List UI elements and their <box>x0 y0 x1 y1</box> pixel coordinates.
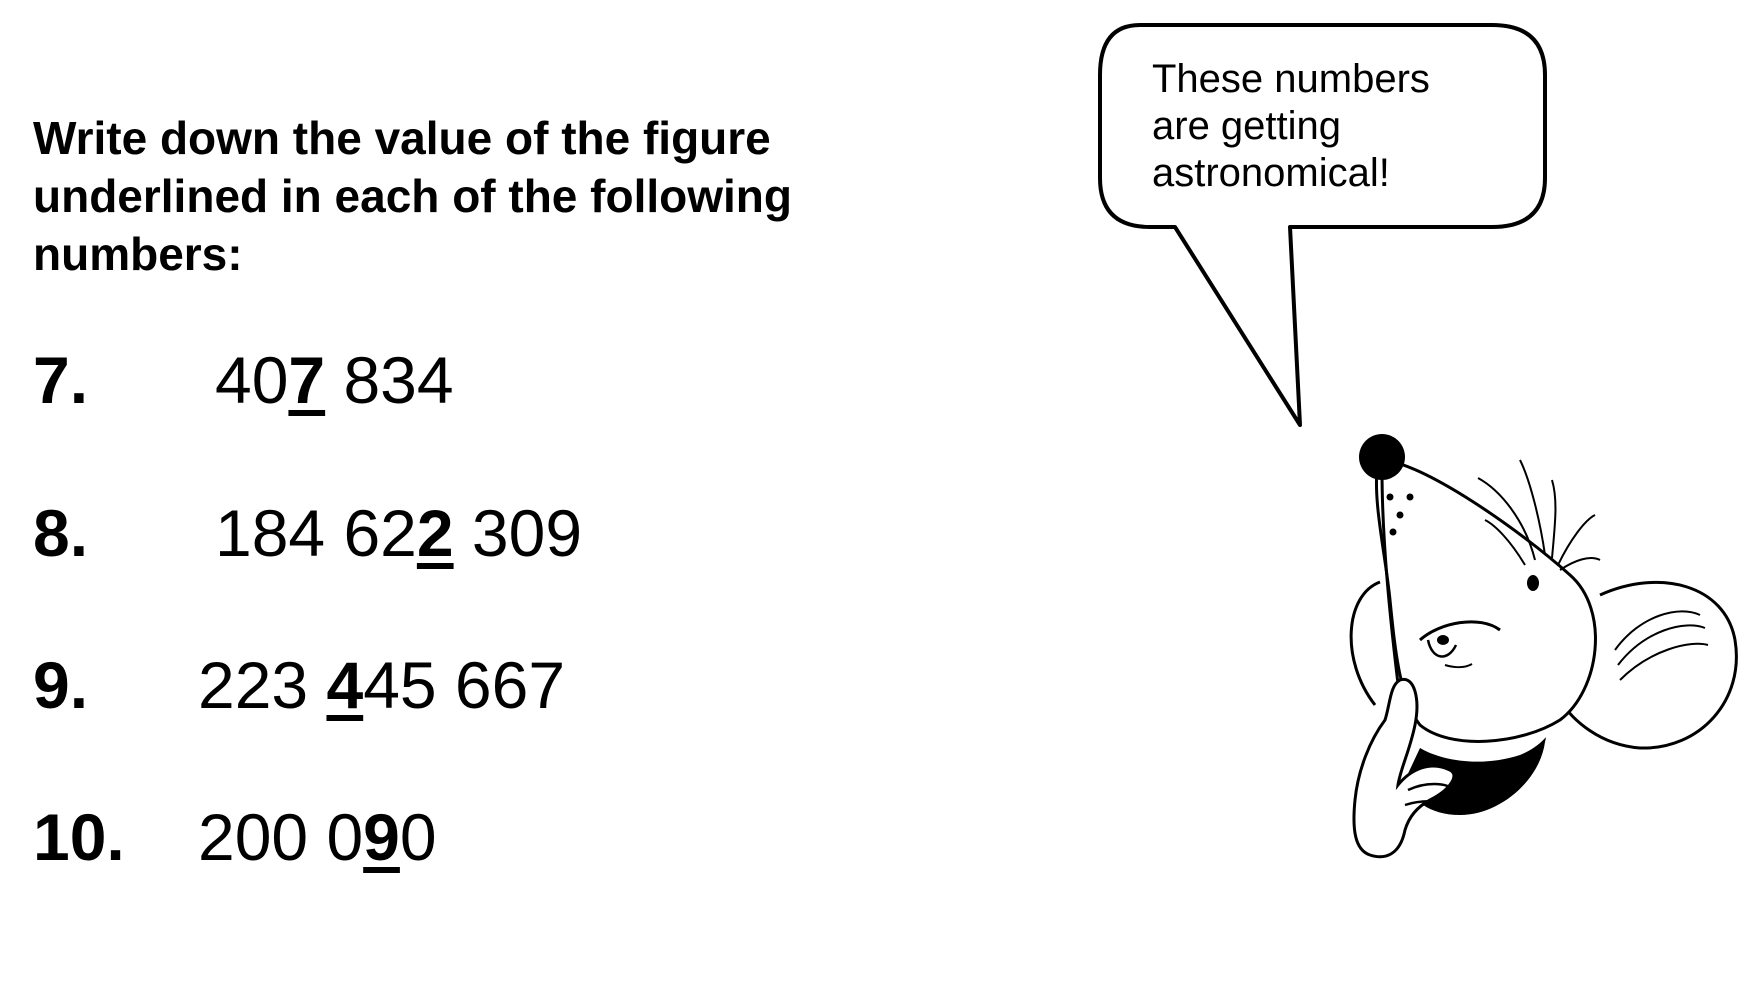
question-value: 200 090 <box>198 797 437 877</box>
hand-icon <box>1352 677 1456 859</box>
question-8: 8. 184 622 309 <box>33 493 733 573</box>
question-number: 7. <box>33 343 89 417</box>
ear-icon <box>1558 580 1738 750</box>
question-10: 10. 200 090 <box>33 797 733 877</box>
whiskers-icon <box>1477 477 1536 561</box>
question-number: 9. <box>33 648 89 722</box>
value-before: 184 62 <box>215 496 417 570</box>
value-before: 40 <box>215 343 289 417</box>
instruction-line: Write down the value of the figure <box>33 112 771 164</box>
underlined-digit: 7 <box>288 343 326 417</box>
bubble-line: These numbers <box>1152 57 1430 101</box>
instruction-line: underlined in each of the following <box>33 170 792 222</box>
bubble-line: astronomical! <box>1152 151 1390 195</box>
underlined-digit: 2 <box>416 496 454 570</box>
eyebrow-icon <box>1527 575 1539 591</box>
underlined-digit: 4 <box>326 648 364 722</box>
value-after: 0 <box>399 800 437 874</box>
bubble-line: are getting <box>1152 104 1342 148</box>
value-before: 223 <box>198 648 327 722</box>
question-7: 7. 407 834 <box>33 340 733 420</box>
question-value: 184 622 309 <box>215 493 582 573</box>
question-value: 223 445 667 <box>198 645 565 725</box>
instruction-line: numbers: <box>33 228 243 280</box>
speech-bubble-text: These numbers are getting astronomical! <box>1152 56 1572 197</box>
value-before: 200 0 <box>198 800 364 874</box>
value-after: 834 <box>325 343 454 417</box>
question-9: 9. 223 445 667 <box>33 645 733 725</box>
eye-icon <box>1418 620 1501 642</box>
question-number: 10. <box>33 800 125 874</box>
value-after: 309 <box>453 496 583 570</box>
question-value: 407 834 <box>215 340 454 420</box>
underlined-digit: 9 <box>363 800 400 874</box>
value-after: 45 667 <box>363 648 566 722</box>
nose-icon <box>1359 434 1405 480</box>
question-number: 8. <box>33 496 89 570</box>
speech-bubble-icon <box>1098 23 1547 427</box>
instruction-text: Write down the value of the figure under… <box>33 109 933 283</box>
